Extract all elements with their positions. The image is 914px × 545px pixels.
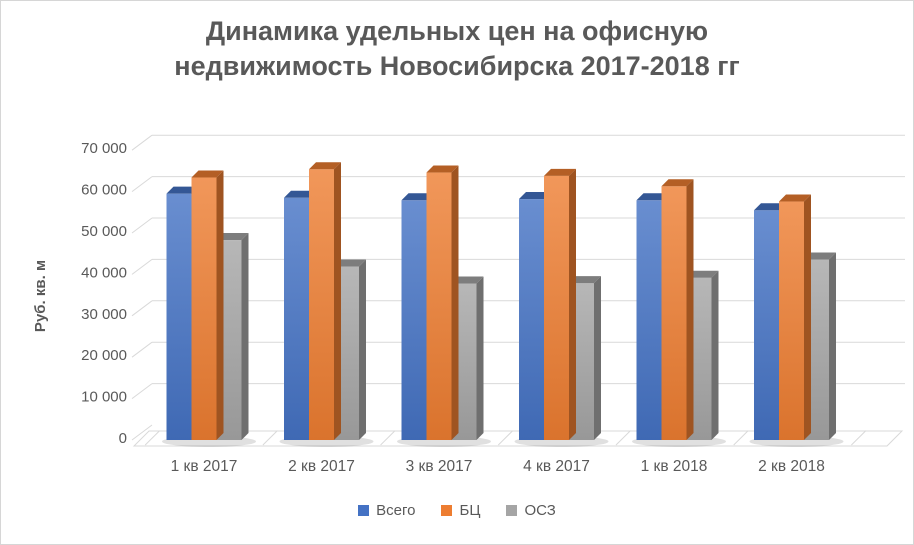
- bar-front-face: [754, 210, 779, 440]
- y-tick-label: 20 000: [81, 347, 127, 364]
- bar-2-1: [191, 170, 224, 441]
- bar-front-face: [401, 200, 427, 440]
- bar-group-1: [162, 170, 256, 447]
- bar-2-4: [544, 168, 576, 441]
- bar-side-face: [829, 252, 836, 440]
- bar-side-face: [359, 259, 366, 440]
- y-axis-tick: [131, 134, 153, 151]
- chart-title: Динамика удельных цен на офисную недвижи…: [1, 14, 913, 84]
- bar-front-face: [166, 193, 192, 440]
- bar-front-face: [519, 199, 544, 440]
- floor-separator: [380, 430, 396, 446]
- bar-top-face: [166, 186, 199, 194]
- bar-side-face: [569, 168, 576, 441]
- legend-swatch-1: [358, 505, 370, 516]
- bar-top-face: [779, 194, 811, 202]
- bar-top-face: [309, 162, 341, 170]
- legend-item-1: Всего: [358, 502, 415, 519]
- category-label: 2 кв 2018: [758, 458, 825, 475]
- bar-top-face: [334, 259, 366, 267]
- bar-top-face: [544, 168, 576, 176]
- bar-front-face: [284, 197, 309, 440]
- category-label: 2 кв 2017: [288, 458, 355, 475]
- bar-top-face: [569, 276, 601, 284]
- bar-side-face: [476, 276, 484, 440]
- category-label: 1 кв 2017: [171, 458, 238, 475]
- category-label: 4 кв 2017: [523, 458, 590, 475]
- floor-separator: [262, 430, 278, 446]
- y-tick-label: 50 000: [81, 223, 127, 240]
- bar-2-6: [779, 194, 811, 440]
- y-tick-label: 40 000: [81, 264, 127, 281]
- bar-top-face: [804, 252, 836, 260]
- legend-swatch-2: [441, 505, 453, 516]
- y-axis-tick: [131, 383, 153, 400]
- bar-side-face: [451, 165, 459, 440]
- chart-title-line-1: Динамика удельных цен на офисную: [205, 16, 709, 46]
- bar-2-3: [426, 165, 459, 440]
- floor-separator: [733, 430, 749, 446]
- bar-top-face: [284, 190, 316, 198]
- bar-group-4: [514, 168, 609, 447]
- bar-side-face: [216, 170, 224, 441]
- y-tick-label: 60 000: [81, 182, 127, 199]
- y-axis-tick: [131, 258, 153, 275]
- bar-top-face: [661, 179, 694, 187]
- bar-group-5: [632, 179, 726, 447]
- bar-side-face: [686, 179, 694, 440]
- bar-front-face: [636, 200, 662, 440]
- bar-2-2: [309, 162, 341, 440]
- legend-item-3: ОСЗ: [506, 502, 556, 519]
- y-tick-label: 30 000: [81, 306, 127, 323]
- bar-top-face: [401, 193, 434, 201]
- bar-front-face: [191, 177, 217, 441]
- bar-front-face: [661, 186, 687, 440]
- floor-separator: [144, 430, 161, 446]
- y-axis-tick: [131, 217, 153, 234]
- bar-side-face: [711, 270, 719, 440]
- legend-label-2: БЦ: [459, 502, 481, 519]
- chart-legend: Всего БЦ ОСЗ: [1, 502, 913, 519]
- bar-top-face: [191, 170, 224, 178]
- category-label: 1 кв 2018: [641, 458, 708, 475]
- bar-side-face: [594, 276, 601, 440]
- bar-side-face: [334, 162, 341, 440]
- bar-side-face: [241, 233, 249, 440]
- legend-label-3: ОСЗ: [524, 502, 556, 519]
- y-axis-tick: [131, 176, 153, 193]
- chart-title-line-2: недвижимость Новосибирска 2017-2018 гг: [174, 51, 740, 81]
- y-axis-tick: [131, 341, 153, 358]
- y-tick-label: 0: [119, 430, 127, 447]
- bar-front-face: [426, 172, 452, 440]
- y-axis-title: Руб. кв. м: [32, 260, 49, 332]
- y-tick-label: 10 000: [81, 389, 127, 406]
- bar-top-face: [519, 192, 551, 200]
- floor-separator: [497, 430, 514, 446]
- bar-top-face: [426, 165, 459, 173]
- bar-front-face: [779, 201, 804, 440]
- y-axis-tick: [131, 300, 153, 317]
- floor-separator: [851, 430, 867, 446]
- bar-top-face: [216, 233, 249, 241]
- bar-side-face: [804, 194, 811, 440]
- bar-group-6: [749, 194, 844, 447]
- bar-top-face: [754, 203, 786, 211]
- legend-item-2: БЦ: [441, 502, 480, 519]
- bar-top-face: [686, 270, 719, 278]
- bar-group-3: [397, 165, 491, 447]
- bar-front-face: [544, 175, 569, 441]
- category-label: 3 кв 2017: [406, 458, 473, 475]
- legend-swatch-3: [506, 505, 518, 516]
- legend-label-1: Всего: [376, 502, 416, 519]
- bar-top-face: [451, 276, 484, 284]
- bar-front-face: [309, 169, 334, 440]
- y-axis-tick: [131, 424, 153, 441]
- floor-separator: [615, 430, 631, 446]
- bar-top-face: [636, 193, 669, 201]
- bar-2-5: [661, 179, 694, 440]
- y-tick-label: 70 000: [81, 140, 127, 157]
- bar-group-2: [279, 162, 374, 447]
